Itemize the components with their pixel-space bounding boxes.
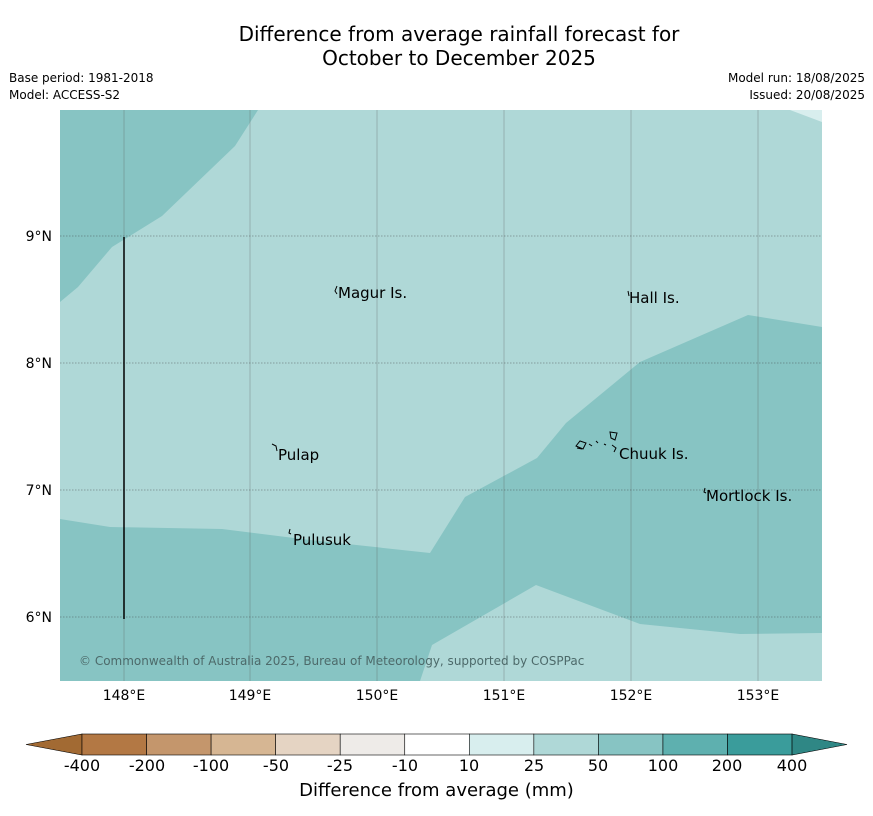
base-period-label: Base period: 1981-2018 [9, 71, 154, 85]
lon-label: 153°E [737, 688, 780, 704]
colorbar-swatch [404, 733, 470, 756]
colorbar-tick: 25 [523, 756, 545, 775]
chuuk-islands-shape [575, 431, 618, 453]
colorbar-swatch [146, 733, 212, 756]
place-pulusuk: Pulusuk [293, 531, 351, 549]
run-info: Model run: 18/08/2025 Issued: 20/08/2025 [728, 70, 865, 104]
colorbar-tick: -50 [262, 756, 290, 775]
lon-label: 148°E [103, 688, 146, 704]
lat-label: 6°N [26, 610, 52, 626]
title-line-2: October to December 2025 [322, 46, 596, 70]
colorbar-swatch [662, 733, 728, 756]
colorbar-tick: -200 [128, 756, 166, 775]
latitude-labels: 9°N 8°N 7°N 6°N [26, 229, 52, 626]
colorbar-tick: -25 [326, 756, 354, 775]
copyright-notice: © Commonwealth of Australia 2025, Bureau… [79, 654, 584, 668]
pulusuk-island-shape [288, 528, 292, 535]
lat-label: 9°N [26, 229, 52, 245]
colorbar-tick: 100 [647, 756, 679, 775]
colorbar-swatch [275, 733, 341, 756]
lon-label: 149°E [229, 688, 272, 704]
pulap-island-shape [271, 443, 278, 452]
rainfall-band-50-100-northwest [60, 110, 258, 302]
island-markers [271, 285, 707, 535]
issued-label: Issued: 20/08/2025 [749, 88, 865, 102]
colorbar-swatch [533, 733, 599, 756]
colorbar-extend-low [25, 733, 83, 756]
colorbar-tick: 200 [711, 756, 743, 775]
longitude-labels: 148°E 149°E 150°E 151°E 152°E 153°E [103, 688, 780, 704]
magur-island-shape [334, 285, 338, 295]
colorbar-tick: -10 [391, 756, 419, 775]
map-area: Magur Is. Hall Is. Pulap Chuuk Is. Mortl… [60, 110, 822, 681]
title-line-1: Difference from average rainfall forecas… [238, 22, 680, 46]
model-label: Model: ACCESS-S2 [9, 88, 121, 102]
hall-island-shape [627, 290, 630, 297]
rainfall-band-10-25-northeast [790, 110, 822, 122]
rainfall-band-25-50-south [420, 585, 822, 681]
colorbar-tick: 50 [587, 756, 609, 775]
model-info: Base period: 1981-2018 Model: ACCESS-S2 [9, 70, 154, 104]
colorbar-extend-high [791, 733, 848, 756]
mortlock-island-shape [703, 487, 707, 494]
lon-label: 151°E [483, 688, 526, 704]
colorbar-tick: -100 [192, 756, 230, 775]
rainfall-band-50-100-southeast [60, 315, 822, 681]
lon-label: 152°E [610, 688, 653, 704]
lat-label: 8°N [26, 356, 52, 372]
colorbar [25, 733, 848, 756]
colorbar-tick-labels: -400 -200 -100 -50 -25 -10 10 25 50 100 … [0, 756, 873, 776]
colorbar-title: Difference from average (mm) [299, 780, 574, 801]
place-magur: Magur Is. [338, 284, 407, 302]
colorbar-swatch [727, 733, 793, 756]
colorbar-swatch [598, 733, 664, 756]
model-run-label: Model run: 18/08/2025 [727, 71, 865, 85]
place-hall: Hall Is. [629, 289, 680, 307]
colorbar-swatch [339, 733, 406, 756]
colorbar-swatch [468, 733, 535, 756]
colorbar-swatch [81, 733, 147, 756]
place-mortlock: Mortlock Is. [706, 487, 792, 505]
map-title: Difference from average rainfall forecas… [0, 22, 873, 70]
lon-label: 150°E [356, 688, 399, 704]
place-pulap: Pulap [278, 446, 319, 464]
colorbar-tick: 10 [458, 756, 480, 775]
place-chuuk: Chuuk Is. [619, 445, 688, 463]
colorbar-tick: -400 [63, 756, 101, 775]
colorbar-swatch [210, 733, 276, 756]
colorbar-tick: 400 [776, 756, 808, 775]
lat-label: 7°N [26, 483, 52, 499]
